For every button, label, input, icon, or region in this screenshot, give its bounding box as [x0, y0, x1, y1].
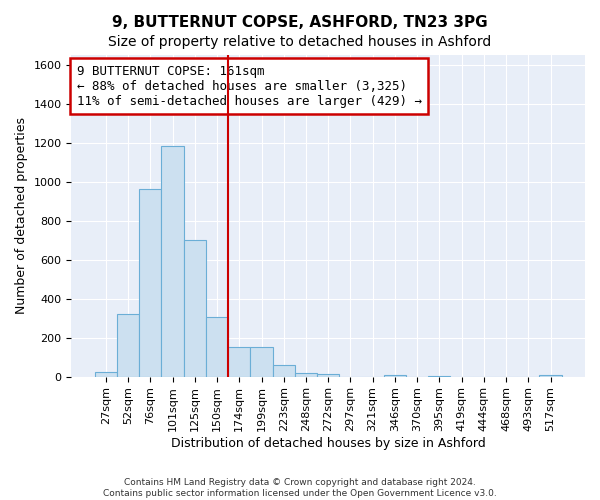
Bar	[139, 190, 161, 376]
Bar	[95, 372, 117, 376]
Bar	[272, 365, 295, 376]
Bar	[228, 348, 250, 376]
Y-axis label: Number of detached properties: Number of detached properties	[15, 118, 28, 314]
Text: 9 BUTTERNUT COPSE: 161sqm
← 88% of detached houses are smaller (3,325)
11% of se: 9 BUTTERNUT COPSE: 161sqm ← 88% of detac…	[77, 64, 422, 108]
Bar	[317, 374, 340, 376]
Bar	[539, 374, 562, 376]
Bar	[161, 146, 184, 376]
Bar	[295, 372, 317, 376]
Bar	[117, 314, 139, 376]
Text: 9, BUTTERNUT COPSE, ASHFORD, TN23 3PG: 9, BUTTERNUT COPSE, ASHFORD, TN23 3PG	[112, 15, 488, 30]
Text: Contains HM Land Registry data © Crown copyright and database right 2024.
Contai: Contains HM Land Registry data © Crown c…	[103, 478, 497, 498]
Text: Size of property relative to detached houses in Ashford: Size of property relative to detached ho…	[109, 35, 491, 49]
Bar	[250, 348, 272, 376]
Bar	[206, 317, 228, 376]
Bar	[384, 374, 406, 376]
Bar	[184, 240, 206, 376]
X-axis label: Distribution of detached houses by size in Ashford: Distribution of detached houses by size …	[171, 437, 485, 450]
